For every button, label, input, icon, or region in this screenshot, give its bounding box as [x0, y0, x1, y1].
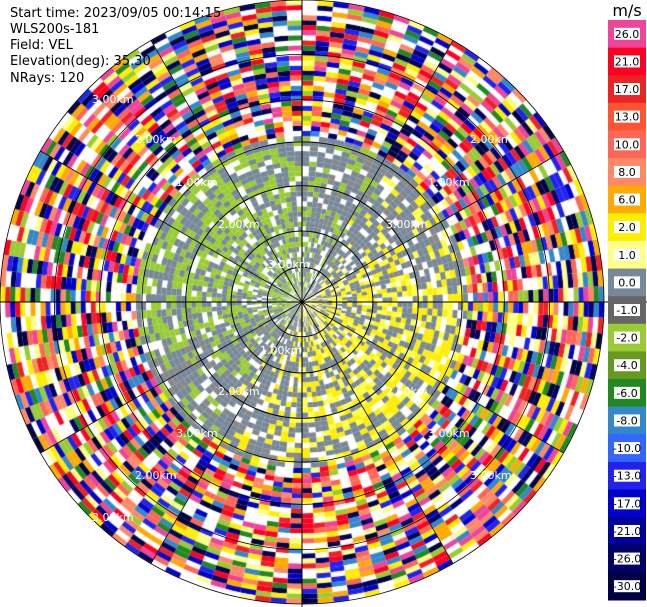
azimuth-spoke	[301, 301, 454, 564]
start-time-label: Start time: 2023/09/05 00:14:15	[10, 6, 222, 21]
range-ring-label: 3.00km	[176, 427, 218, 440]
azimuth-spoke	[301, 301, 564, 454]
azimuth-spoke	[40, 150, 303, 303]
nrays-label: NRays: 120	[10, 71, 85, 86]
range-ring-label: 3.00km	[268, 258, 310, 271]
azimuth-spoke	[40, 301, 303, 454]
azimuth-spoke	[150, 40, 303, 303]
field-label: Field: VEL	[10, 38, 73, 53]
instrument-label: WLS200s-181	[10, 22, 100, 37]
range-ring-label: 2.00km	[218, 218, 260, 231]
range-ring-label: 1.00km	[428, 176, 470, 189]
range-ring-label: 3.00km	[92, 511, 134, 524]
range-ring-label: 1.00km	[176, 176, 218, 189]
azimuth-spoke	[150, 301, 303, 564]
elevation-label: Elevation(deg): 35.30	[10, 54, 151, 69]
range-ring-label: 3.00km	[92, 93, 134, 106]
range-ring-label: 2.00km	[470, 133, 512, 146]
range-ring-label: 1.00km	[260, 344, 302, 357]
range-ring-label: 2.00km	[135, 133, 177, 146]
range-ring-label: 2.00km	[386, 385, 428, 398]
range-ring-label: 3.00km	[386, 218, 428, 231]
azimuth-spoke	[301, 40, 454, 303]
range-ring-label: 2.00km	[135, 469, 177, 482]
azimuth-spoke	[301, 150, 564, 303]
range-ring-label: 2.00km	[218, 385, 260, 398]
range-ring-label: 3.00km	[470, 469, 512, 482]
range-ring-label: 3.00km	[428, 427, 470, 440]
